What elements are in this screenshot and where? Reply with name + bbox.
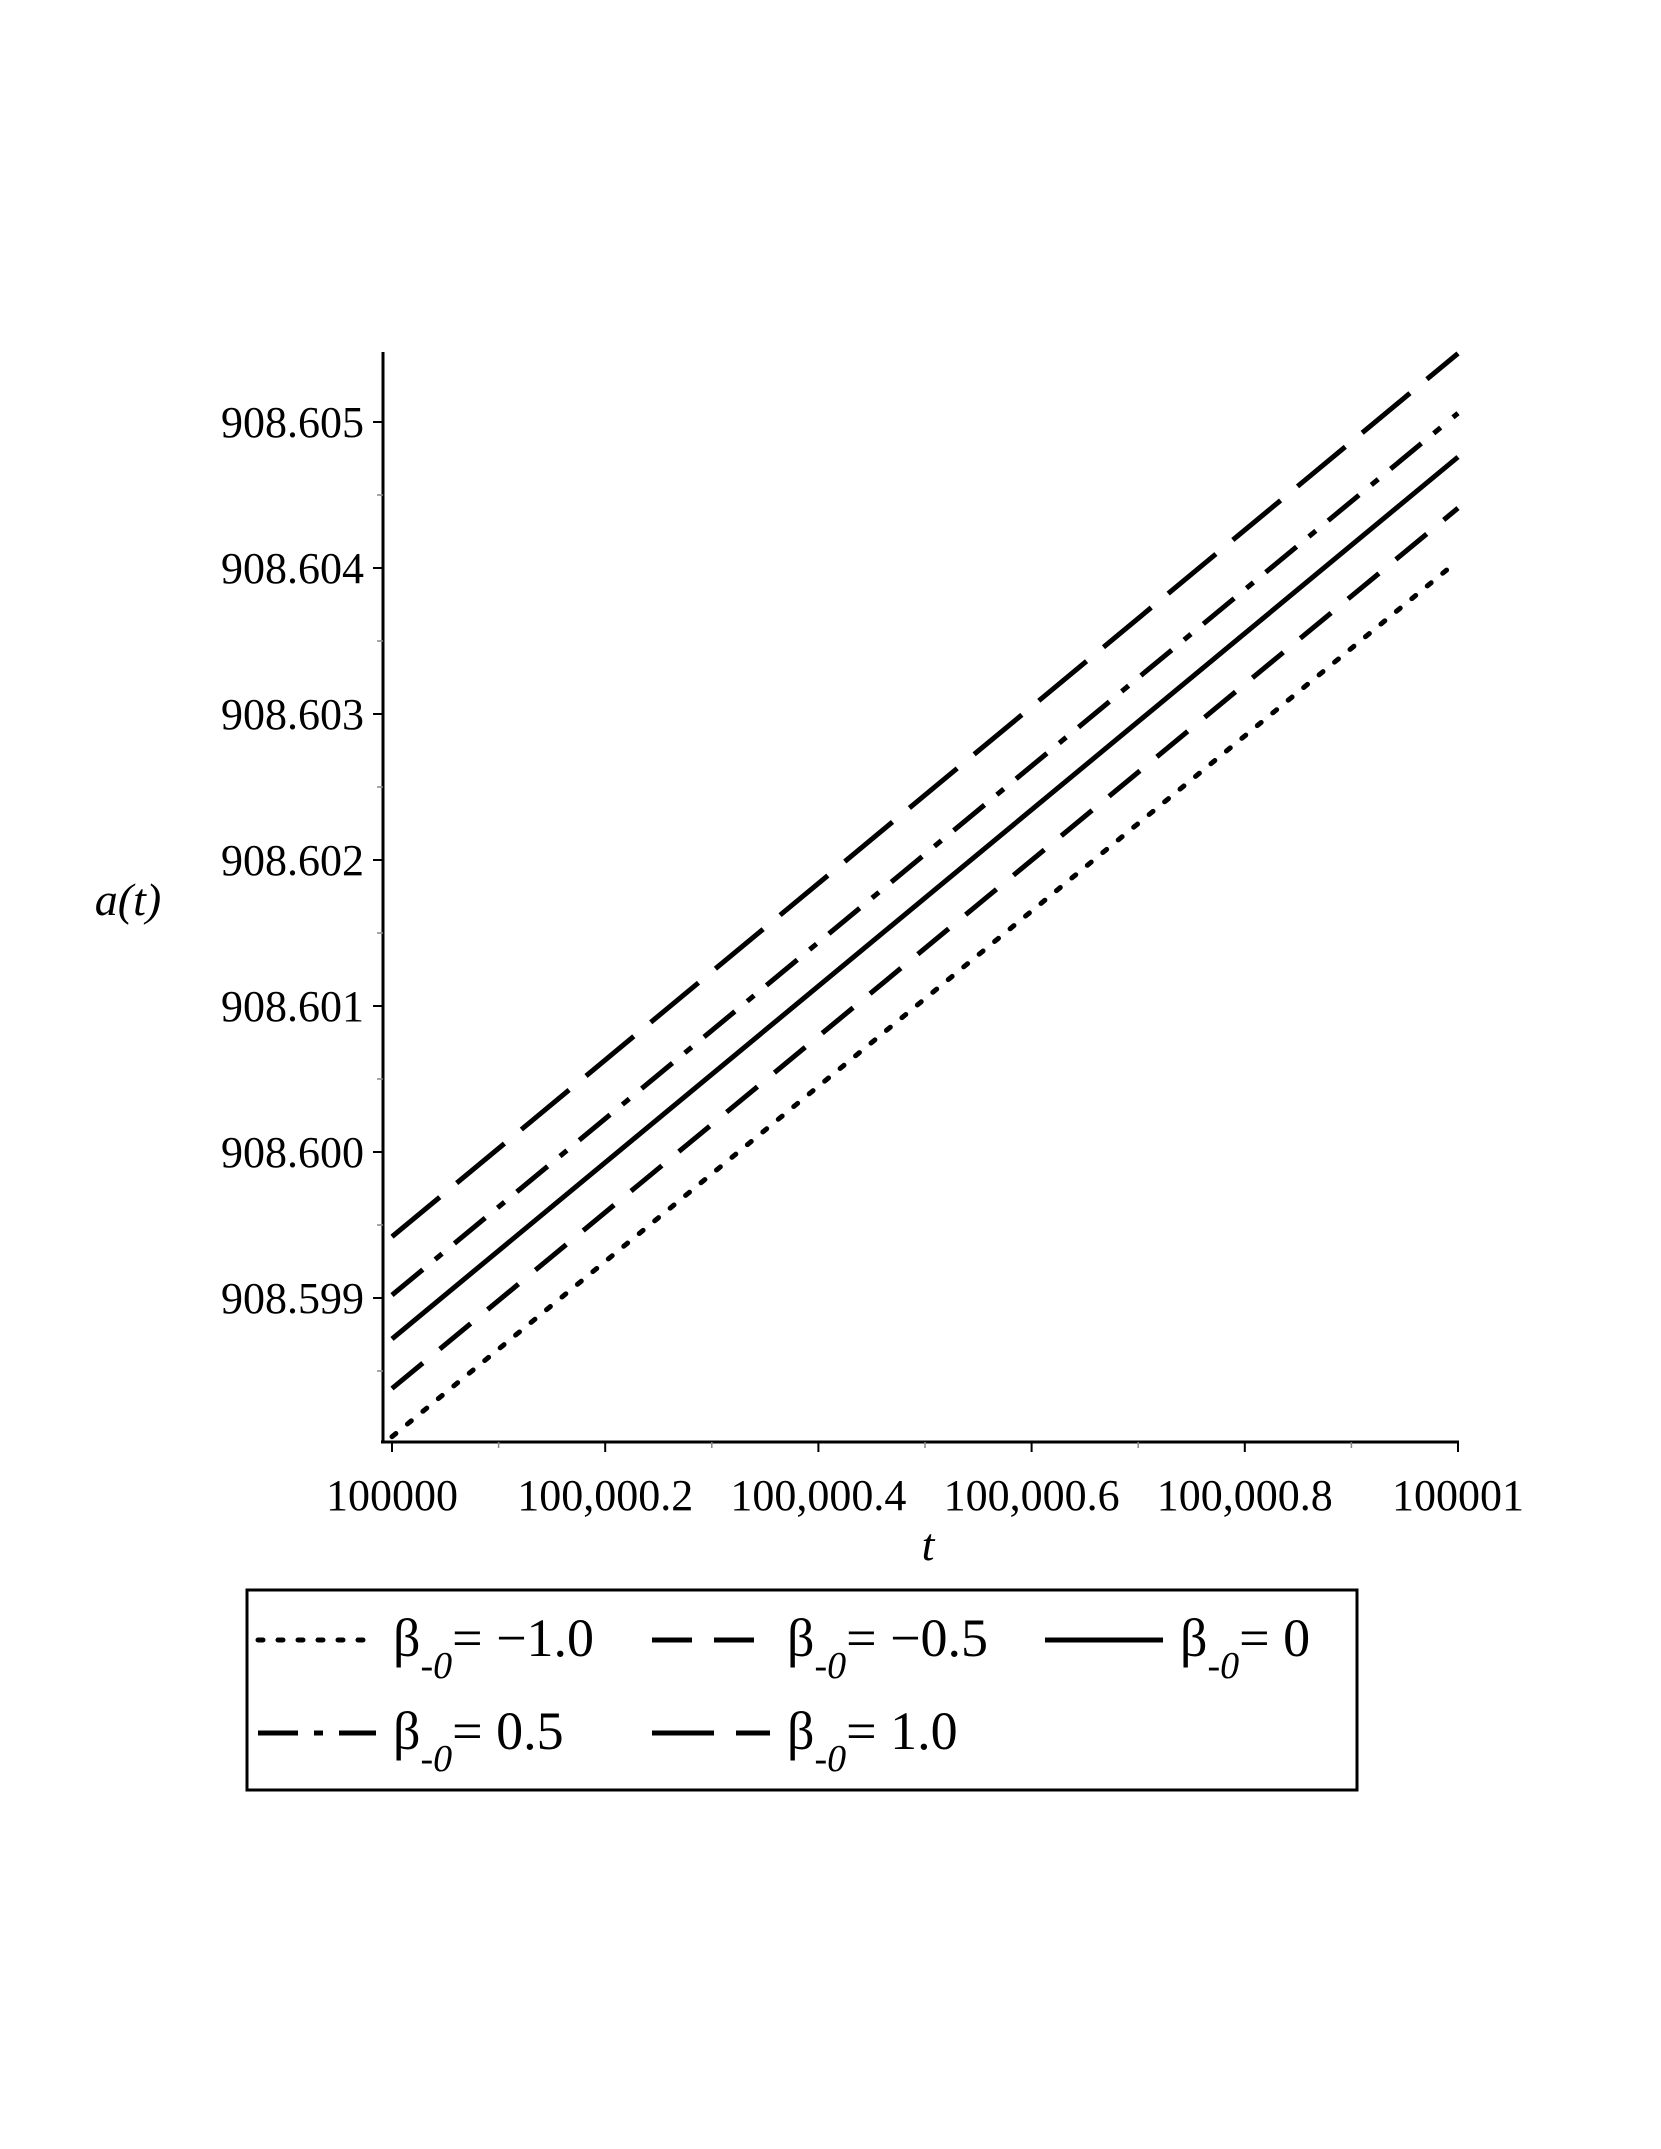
x-ticks: 100000 100,000.2 100,000.4 100,000.6 100,000… bbox=[326, 1442, 1524, 1520]
x-tick-label: 100,000.2 bbox=[517, 1471, 693, 1520]
series-line-4 bbox=[390, 411, 1460, 1298]
x-tick-label: 100,000.6 bbox=[944, 1471, 1120, 1520]
x-tick-label: 100001 bbox=[1392, 1471, 1524, 1520]
plot-lines bbox=[389, 351, 1461, 1440]
legend: β-0= −1.0 β-0= −0.5 β-0= 0 β-0= 0.5 β-0= 1.0 bbox=[245, 1588, 1359, 1792]
y-tick-label: 908.599 bbox=[221, 1274, 364, 1323]
series-line-3 bbox=[390, 455, 1460, 1341]
y-axis-label: a(t) bbox=[95, 874, 161, 925]
y-tick-label: 908.602 bbox=[221, 836, 364, 885]
x-tick-label: 100000 bbox=[326, 1471, 458, 1520]
legend-label-5: β-0= 1.0 bbox=[787, 1701, 958, 1780]
y-tick-label: 908.605 bbox=[221, 398, 364, 447]
legend-box bbox=[245, 1588, 1359, 1792]
series-line-5 bbox=[390, 351, 1460, 1239]
y-tick-label: 908.601 bbox=[221, 982, 364, 1031]
y-tick-label: 908.604 bbox=[221, 544, 364, 593]
series-line-2 bbox=[390, 506, 1460, 1391]
y-tick-label: 908.603 bbox=[221, 690, 364, 739]
legend-label-4: β-0= 0.5 bbox=[393, 1701, 564, 1780]
y-tick-label: 908.600 bbox=[221, 1128, 364, 1177]
series-line-1 bbox=[389, 558, 1461, 1440]
legend-label-1: β-0= −1.0 bbox=[393, 1608, 594, 1687]
legend-label-3: β-0= 0 bbox=[1180, 1608, 1310, 1687]
x-axis-label: t bbox=[922, 1519, 936, 1570]
y-ticks: 908.599 908.600 908.601 908.602 908.603 908.6… bbox=[221, 398, 383, 1372]
axes bbox=[381, 352, 1459, 1444]
x-tick-label: 100,000.4 bbox=[730, 1471, 906, 1520]
x-tick-label: 100,000.8 bbox=[1157, 1471, 1333, 1520]
legend-label-2: β-0= −0.5 bbox=[787, 1608, 988, 1687]
